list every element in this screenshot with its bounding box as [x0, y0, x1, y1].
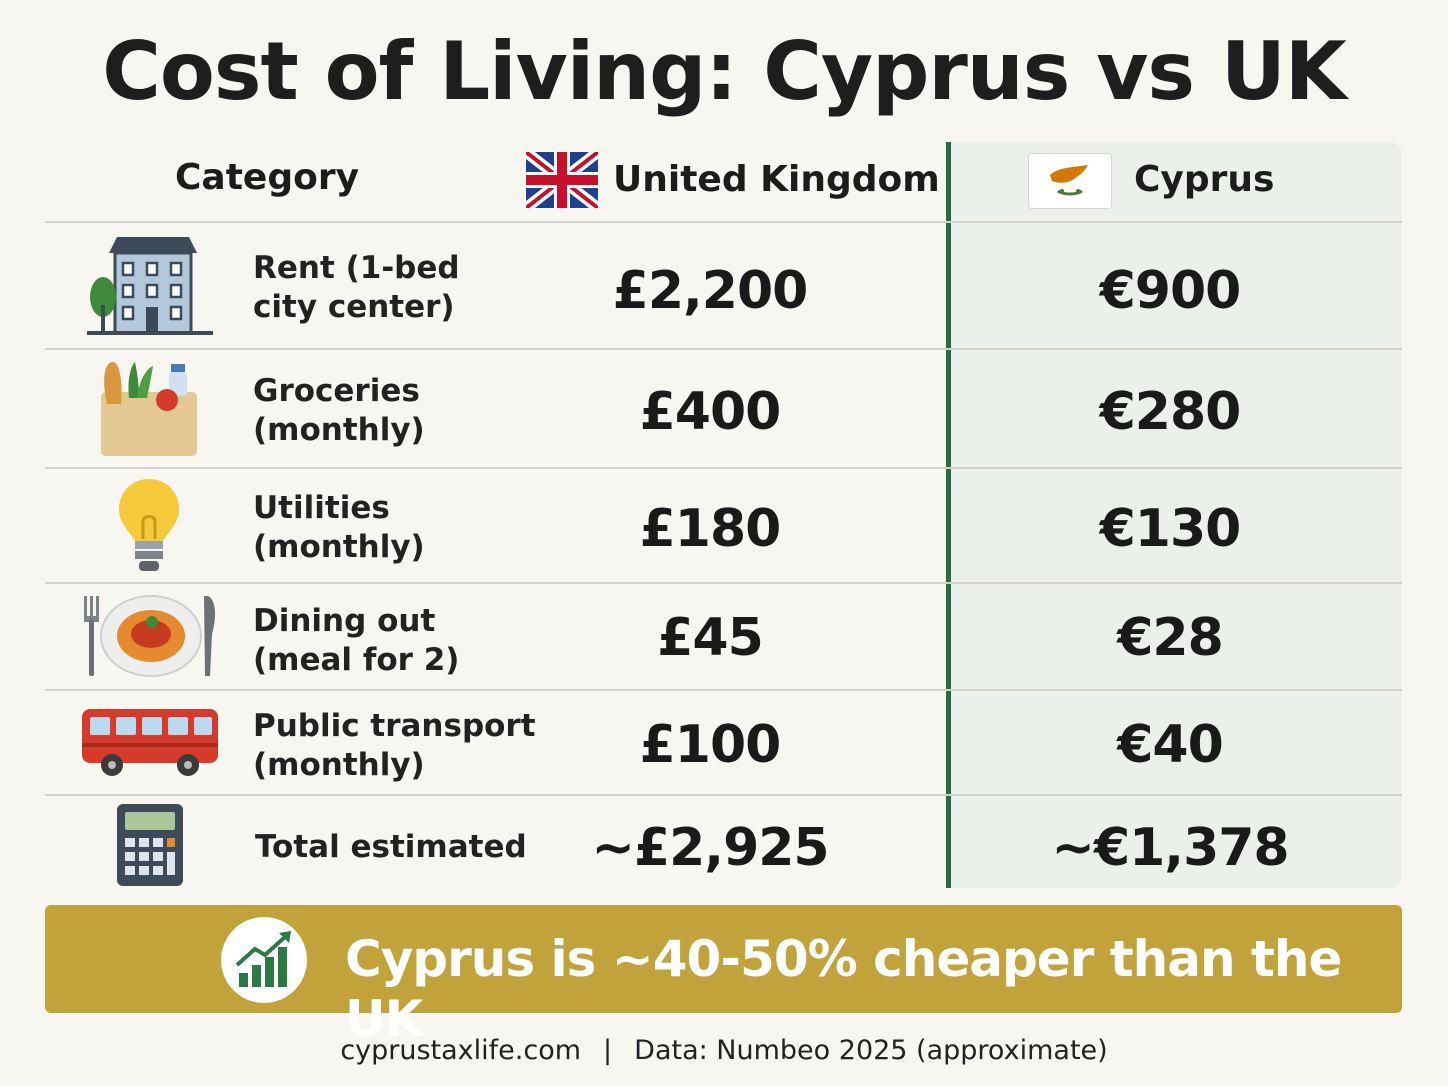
category-label: Public transport: [253, 708, 536, 744]
header-cyprus: Cyprus: [1134, 159, 1275, 200]
header-uk: United Kingdom: [613, 159, 940, 200]
uk-value: £45: [657, 608, 764, 668]
table-row: Public transport (monthly) £100 €40: [45, 691, 1402, 795]
cyprus-value: €130: [1099, 499, 1242, 559]
grocery-bag-icon: [101, 362, 197, 456]
category-label: Dining out: [253, 603, 436, 639]
uk-value: £400: [639, 382, 782, 442]
apartment-building-icon: [87, 237, 213, 335]
cyprus-value: €900: [1099, 261, 1242, 321]
footer-site: cyprustaxlife.com: [340, 1035, 582, 1066]
uk-value: £100: [639, 715, 782, 775]
cyprus-value: €28: [1117, 608, 1224, 668]
row-rule: [45, 794, 1402, 796]
category-label: (monthly): [253, 529, 425, 565]
light-bulb-icon: [119, 479, 179, 571]
table-row: Rent (1-bed city center) £2,200 €900: [45, 223, 1402, 349]
category-label: Groceries: [253, 373, 420, 409]
column-divider: [946, 142, 951, 888]
footer: cyprustaxlife.com | Data: Numbeo 2025 (app…: [0, 1034, 1448, 1068]
table-row: Groceries (monthly) £400 €280: [45, 350, 1402, 468]
footer-source: Data: Numbeo 2025 (approximate): [634, 1035, 1108, 1066]
category-label: Total estimated: [255, 829, 527, 865]
row-rule: [45, 582, 1402, 584]
summary-text: Cyprus is ~40-50% cheaper than the UK: [345, 930, 1342, 1048]
page-title: Cost of Living: Cyprus vs UK: [102, 25, 1347, 118]
header-category: Category: [175, 157, 360, 198]
cyprus-value: €40: [1117, 715, 1224, 775]
calculator-icon: [117, 804, 183, 886]
table-row: Utilities (monthly) £180 €130: [45, 469, 1402, 583]
uk-value: ~£2,925: [591, 818, 829, 878]
growth-chart-badge: [221, 917, 307, 1003]
table-row: Total estimated ~£2,925 ~€1,378: [45, 796, 1402, 888]
cyprus-value: ~€1,378: [1051, 818, 1289, 878]
uk-value: £180: [639, 499, 782, 559]
category-label: Utilities: [253, 490, 390, 526]
cyprus-column-panel: [950, 142, 1402, 888]
uk-value: £2,200: [612, 261, 809, 321]
category-label: (monthly): [253, 412, 425, 448]
uk-flag-icon: [526, 152, 598, 208]
header-rule: [45, 221, 1402, 223]
category-label: (meal for 2): [253, 642, 460, 678]
category-label: Rent (1-bed: [253, 250, 460, 286]
category-label: (monthly): [253, 747, 425, 783]
cyprus-flag-icon: [1028, 153, 1112, 209]
growth-chart-icon: [235, 931, 291, 987]
summary-banner: Cyprus is ~40-50% cheaper than the UK: [45, 905, 1402, 1048]
row-rule: [45, 467, 1402, 469]
bus-icon: [82, 709, 218, 776]
plate-fork-knife-icon: [84, 595, 216, 677]
row-rule: [45, 689, 1402, 691]
cyprus-value: €280: [1099, 382, 1242, 442]
row-rule: [45, 348, 1402, 350]
table-row: Dining out (meal for 2) £45 €28: [45, 584, 1402, 690]
category-label: city center): [253, 289, 455, 325]
footer-separator: |: [603, 1035, 613, 1066]
